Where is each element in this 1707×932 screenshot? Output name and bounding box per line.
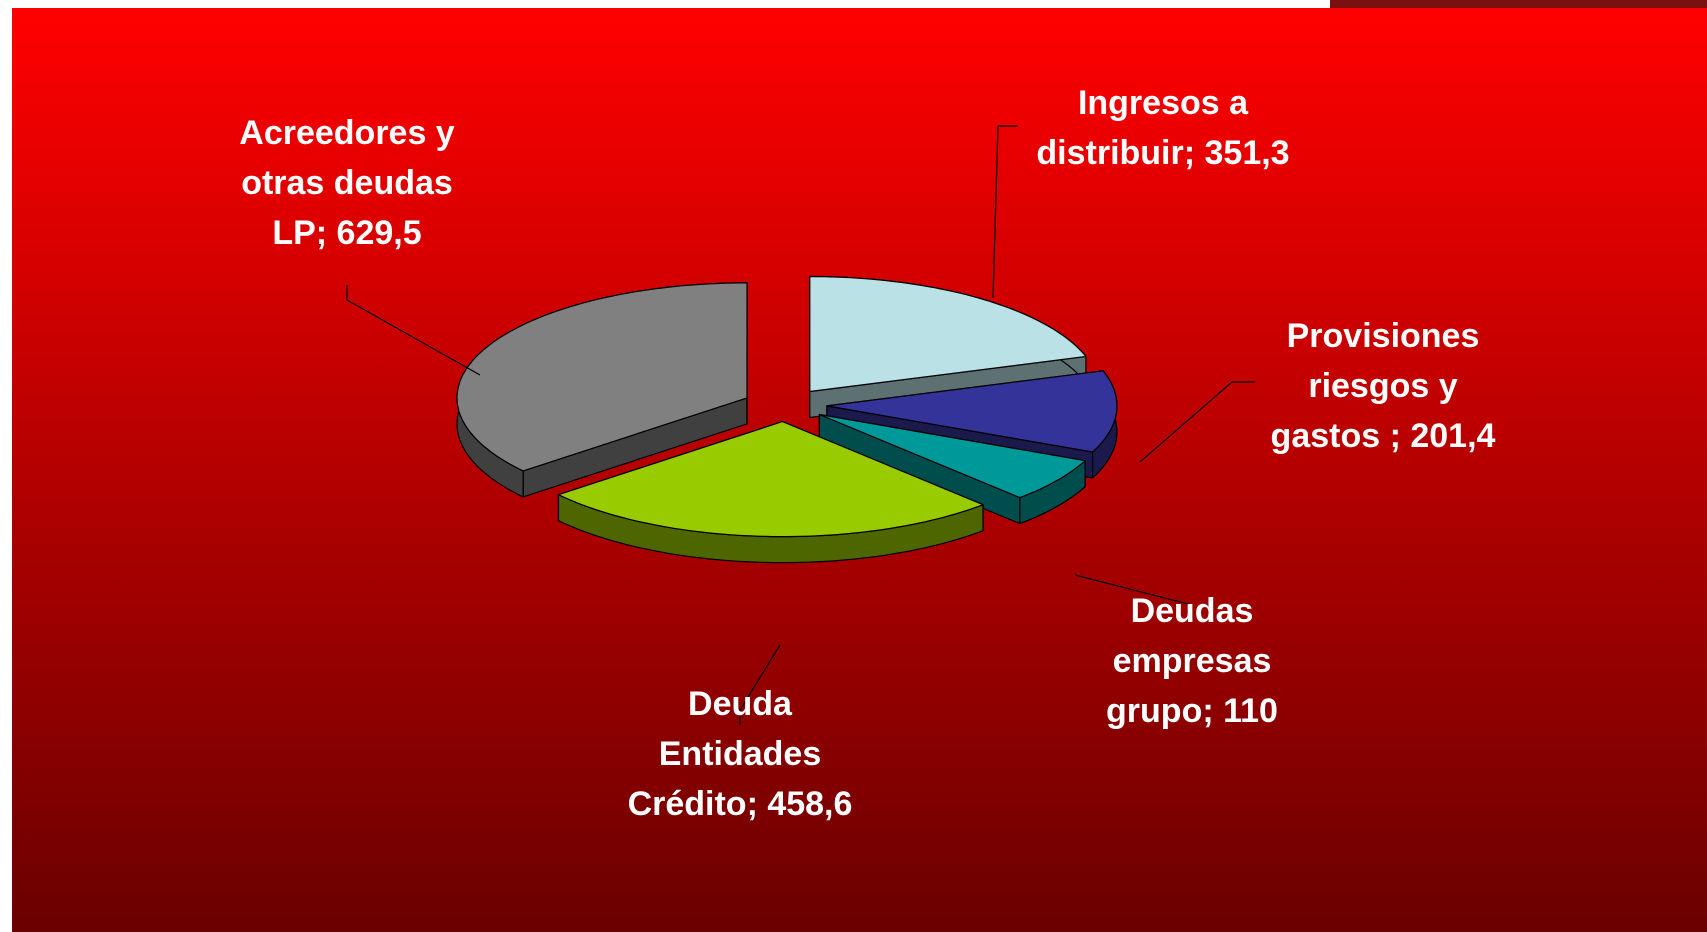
leader-line	[1139, 381, 1255, 463]
data-label: Entidades	[659, 735, 821, 773]
corner-image	[1330, 0, 1707, 8]
slice-top	[809, 275, 1087, 393]
slice	[456, 282, 748, 498]
slice-top	[826, 370, 1118, 453]
slice-top	[456, 282, 748, 472]
slice-top	[557, 421, 984, 538]
labels: Ingresos a distribuir; 351,3 Provisiones ri…	[239, 84, 1495, 823]
data-label: otras deudas	[241, 164, 453, 202]
data-label: Deudas	[1131, 592, 1254, 630]
leader-line	[739, 644, 781, 725]
plot	[456, 275, 1118, 564]
data-label: Deuda	[688, 685, 793, 723]
slice-top	[818, 413, 1086, 499]
data-label: grupo; 110	[1106, 692, 1278, 730]
data-label: gastos ; 201,4	[1271, 417, 1496, 455]
leader-line	[346, 285, 481, 376]
data-label: Acreedores y	[239, 114, 455, 152]
slice	[557, 421, 984, 564]
data-label: LP; 629,5	[272, 214, 421, 252]
data-label: Ingresos a	[1078, 84, 1249, 122]
slice	[818, 413, 1086, 525]
leader-line	[1074, 574, 1193, 622]
data-label: Provisiones	[1287, 317, 1480, 355]
data-label: empresas	[1113, 642, 1272, 680]
data-label: riesgos y	[1308, 367, 1457, 405]
data-label: distribuir; 351,3	[1036, 134, 1289, 172]
data-label: Crédito; 458,6	[628, 785, 853, 823]
leader-line	[992, 125, 1018, 299]
